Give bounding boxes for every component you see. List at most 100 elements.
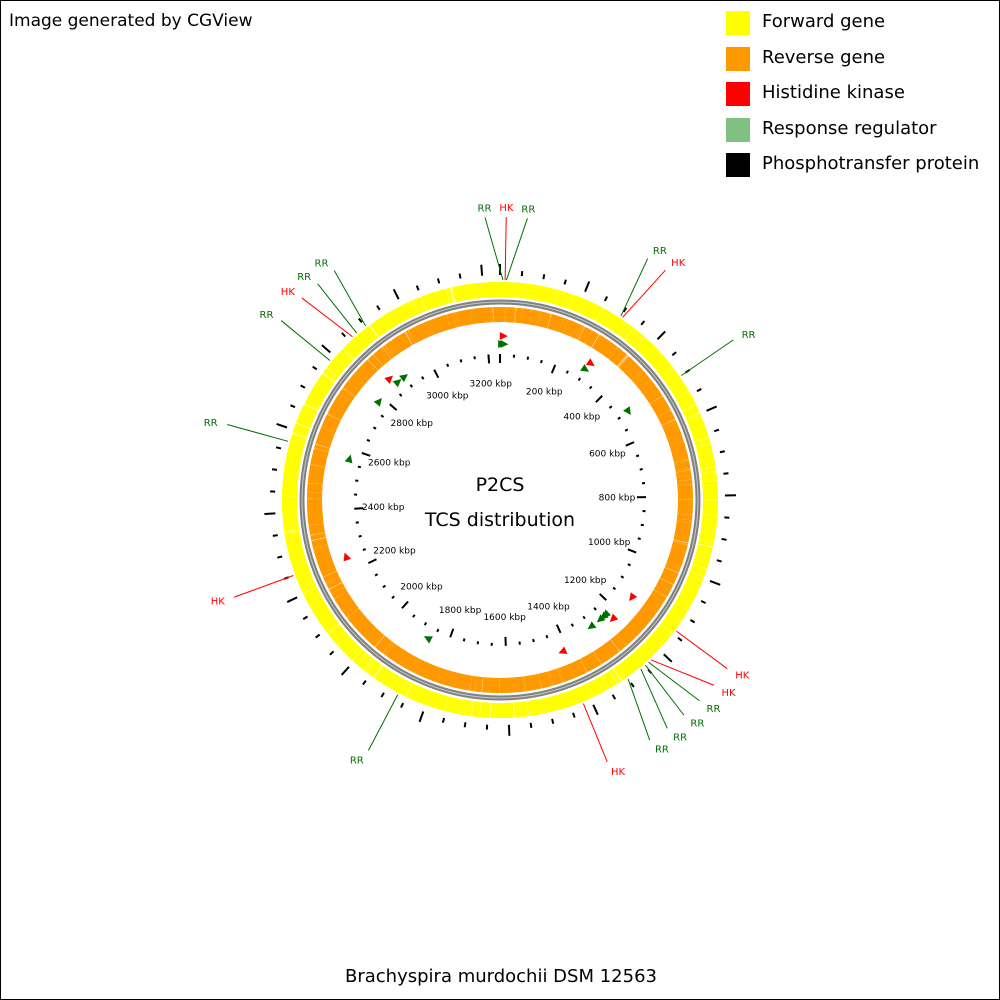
- reverse-gene: [671, 449, 687, 455]
- outer-minor-tick: [329, 650, 335, 656]
- forward-gene: [690, 423, 705, 430]
- outer-minor-tick: [716, 559, 722, 563]
- forward-gene: [657, 626, 671, 638]
- reverse-gene: [333, 400, 348, 410]
- reverse-gene: [327, 413, 341, 421]
- reverse-gene: [351, 375, 365, 387]
- reverse-gene: [429, 319, 437, 335]
- inner-minor-tick: [409, 384, 413, 388]
- reverse-gene: [671, 448, 687, 454]
- forward-gene: [642, 643, 655, 655]
- reverse-gene: [579, 658, 587, 673]
- reverse-gene: [597, 647, 608, 662]
- forward-gene: [329, 626, 343, 638]
- inner-minor-tick: [639, 468, 643, 471]
- forward-gene: [283, 525, 299, 529]
- forward-gene: [694, 436, 709, 442]
- forward-gene: [354, 335, 367, 349]
- forward-gene: [381, 670, 392, 684]
- reverse-gene: [675, 468, 691, 473]
- reverse-gene: [328, 582, 343, 591]
- reverse-gene: [453, 672, 459, 688]
- reverse-gene: [551, 315, 557, 330]
- forward-gene: [603, 312, 614, 327]
- reverse-gene: [529, 675, 534, 691]
- reverse-gene: [439, 316, 446, 331]
- reverse-gene: [352, 614, 366, 627]
- forward-gene: [341, 639, 354, 651]
- reverse-gene: [361, 364, 373, 377]
- reverse-gene: [511, 677, 516, 693]
- forward-gene: [619, 662, 631, 677]
- forward-gene: [484, 282, 488, 298]
- forward-gene: [562, 692, 570, 708]
- forward-gene: [608, 671, 618, 685]
- callout-line: [650, 659, 715, 686]
- reverse-gene: [646, 599, 661, 610]
- forward-gene: [687, 415, 702, 423]
- forward-gene: [283, 520, 299, 525]
- forward-gene: [333, 630, 346, 642]
- outer-minor-tick: [563, 279, 567, 285]
- reverse-gene: [639, 379, 652, 391]
- reverse-gene: [630, 619, 644, 632]
- forward-gene: [702, 513, 718, 516]
- reverse-gene: [603, 343, 615, 357]
- forward-gene: [285, 538, 302, 544]
- inner-major-tick: [595, 395, 603, 403]
- forward-gene: [669, 609, 684, 621]
- forward-gene: [558, 291, 565, 307]
- reverse-gene: [624, 362, 637, 375]
- forward-gene: [698, 455, 714, 462]
- reverse-gene: [387, 644, 398, 659]
- forward-gene: [316, 379, 331, 391]
- forward-gene: [336, 355, 349, 366]
- forward-gene: [524, 283, 529, 299]
- forward-gene: [450, 697, 456, 713]
- reverse-gene: [587, 332, 598, 347]
- reverse-gene: [668, 439, 684, 446]
- reverse-gene: [667, 435, 683, 443]
- reverse-gene: [353, 616, 367, 628]
- forward-gene: [413, 298, 422, 314]
- reverse-gene: [593, 650, 604, 665]
- reverse-gene: [514, 307, 517, 323]
- reverse-gene: [366, 360, 378, 372]
- forward-gene: [309, 599, 324, 608]
- forward-gene: [282, 490, 298, 494]
- reverse-gene: [320, 428, 335, 436]
- reverse-gene: [671, 446, 686, 453]
- reverse-gene: [673, 455, 689, 461]
- forward-gene: [303, 587, 318, 596]
- forward-gene: [601, 675, 610, 689]
- forward-gene: [588, 682, 596, 697]
- reverse-gene: [444, 314, 451, 330]
- forward-gene: [627, 330, 640, 344]
- reverse-gene: [663, 425, 679, 433]
- rr-marker: [623, 406, 631, 415]
- outer-major-tick: [706, 405, 718, 412]
- forward-gene: [369, 662, 381, 676]
- callout-line: [367, 694, 399, 751]
- forward-gene: [300, 581, 315, 589]
- reverse-gene: [656, 407, 671, 417]
- forward-gene: [672, 384, 686, 394]
- forward-gene: [282, 478, 298, 482]
- reverse-gene: [489, 677, 492, 693]
- forward-gene: [330, 627, 343, 638]
- reverse-gene: [314, 548, 330, 555]
- forward-gene: [381, 315, 392, 330]
- forward-gene: [594, 307, 603, 321]
- reverse-gene: [308, 519, 324, 523]
- forward-gene: [363, 657, 374, 671]
- forward-gene: [318, 377, 333, 388]
- reverse-gene: [440, 315, 447, 331]
- forward-gene: [366, 660, 376, 673]
- forward-gene: [421, 296, 429, 311]
- hk-label: HK: [499, 203, 514, 214]
- forward-gene: [624, 327, 635, 340]
- forward-gene: [340, 638, 353, 650]
- forward-gene: [677, 595, 693, 606]
- forward-gene: [518, 702, 522, 718]
- forward-gene: [404, 682, 413, 697]
